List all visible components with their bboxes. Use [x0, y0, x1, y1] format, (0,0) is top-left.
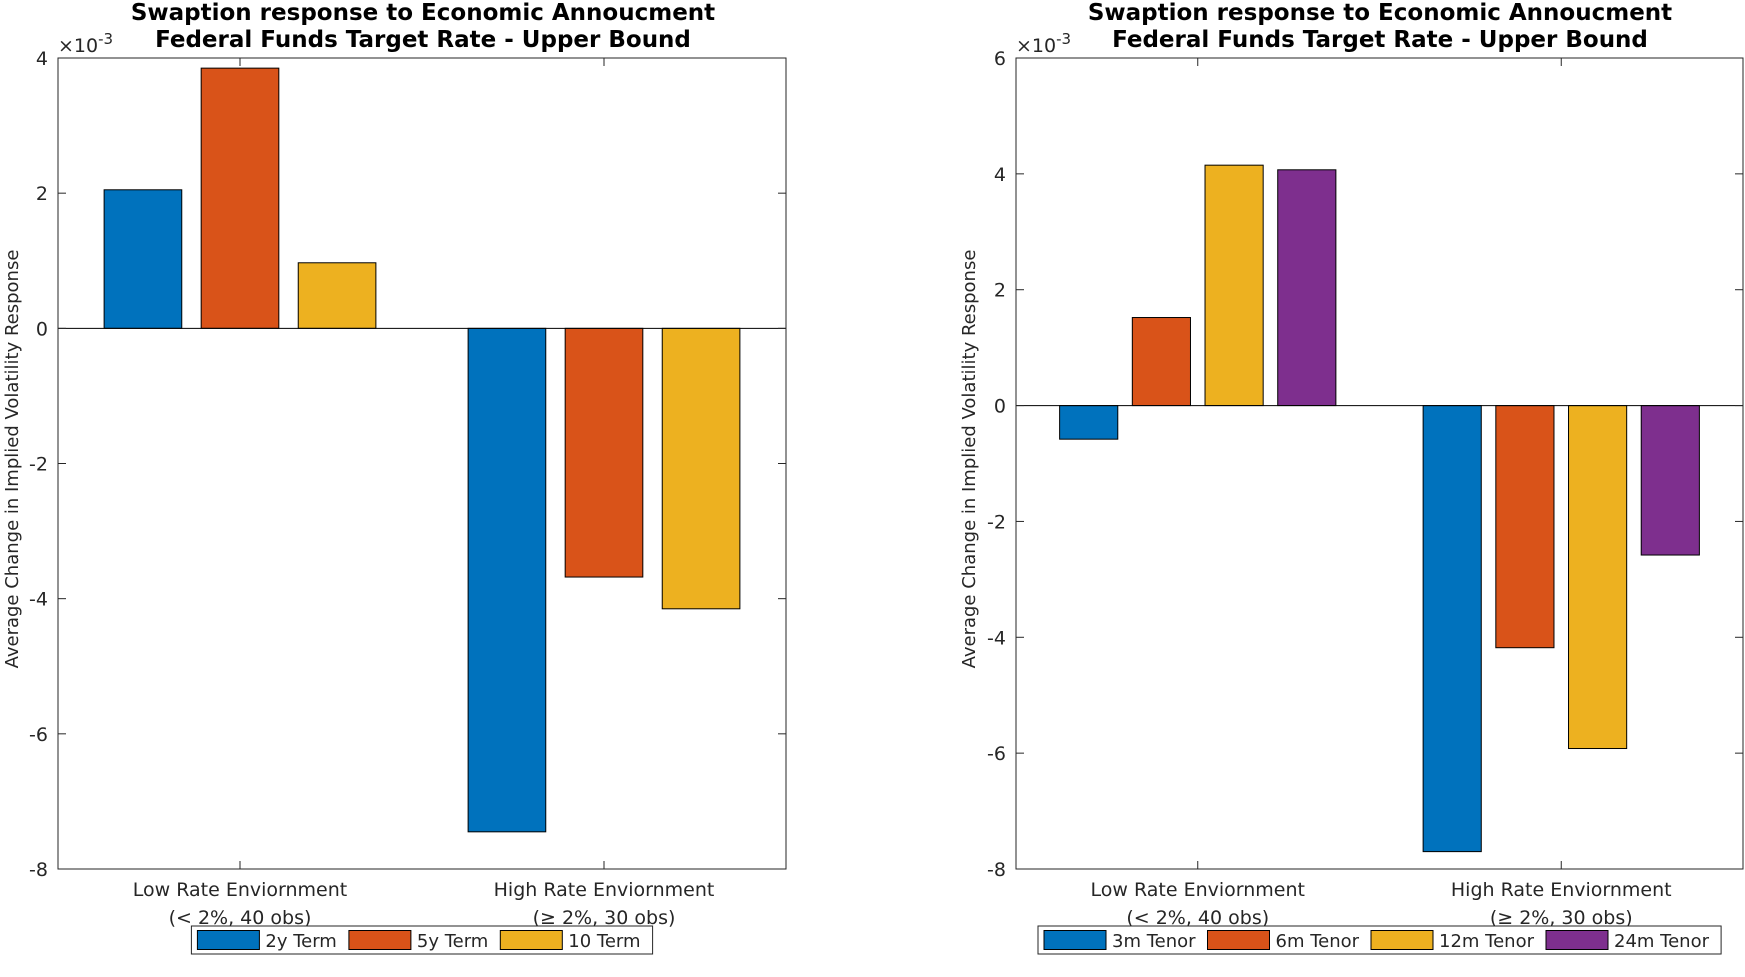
- x-tick-label: High Rate Enviornment: [494, 879, 715, 901]
- x-tick-label: (≥ 2%, 30 obs): [1490, 907, 1633, 929]
- exponent-label: ×10-3: [1016, 30, 1071, 57]
- legend-item-24m-tenor: 24m Tenor: [1545, 930, 1710, 952]
- x-tick-label: Low Rate Enviornment: [1091, 879, 1305, 901]
- y-axis-label: Average Change in Implied Volatility Res…: [959, 250, 980, 669]
- bar-3m-tenor-1: [1059, 405, 1119, 440]
- x-tick-label: (≥ 2%, 30 obs): [533, 907, 676, 929]
- y-tick-label: -2: [29, 454, 48, 476]
- y-tick-label: -6: [29, 724, 48, 746]
- y-tick-label: -8: [987, 859, 1006, 881]
- bar-24m-tenor-2: [1640, 405, 1700, 556]
- legend-label: 2y Term: [265, 931, 336, 952]
- legend-swatch: [1545, 930, 1609, 950]
- bars: [1059, 164, 1700, 853]
- bar-10-term-1: [297, 262, 377, 329]
- bar-5y-term-1: [200, 67, 280, 329]
- bar-10-term-2: [661, 327, 741, 610]
- chart-left: Swaption response to Economic Annoucment…: [2, 0, 787, 955]
- legend-item-12m-tenor: 12m Tenor: [1370, 930, 1535, 952]
- y-tick-label: -2: [987, 511, 1006, 533]
- y-tick-label: 2: [994, 280, 1006, 302]
- chart-title-line-1: Swaption response to Economic Annoucment: [1088, 0, 1672, 26]
- bar-3m-tenor-2: [1422, 405, 1482, 853]
- legend-swatch: [1207, 930, 1270, 950]
- legend-item-2y-term: 2y Term: [196, 930, 337, 952]
- legend-item-5y-term: 5y Term: [348, 930, 488, 952]
- y-tick-label: -8: [29, 859, 48, 881]
- legend: 3m Tenor 6m Tenor 12m Tenor 24m Tenor: [1037, 925, 1722, 955]
- bar-6m-tenor-1: [1131, 317, 1191, 407]
- legend-label: 5y Term: [417, 931, 488, 952]
- legend-swatch: [348, 930, 412, 950]
- legend-swatch: [499, 930, 563, 950]
- legend-label: 24m Tenor: [1614, 931, 1710, 952]
- legend-label: 3m Tenor: [1112, 931, 1196, 952]
- y-tick-label: -6: [987, 743, 1006, 765]
- legend-box: [190, 925, 654, 955]
- legend-swatch: [1043, 930, 1107, 950]
- y-tick-label: 4: [994, 164, 1006, 186]
- bar-12m-tenor-1: [1204, 164, 1264, 407]
- bar-2y-term-2: [467, 327, 547, 833]
- exponent-power: -3: [1056, 30, 1071, 48]
- legend-label: 10 Term: [568, 931, 640, 952]
- axes: -8 -6 -4 -2 0 2 4 Low Rate Enviornment (< 2%, 40…: [29, 48, 787, 929]
- legend-label: 12m Tenor: [1439, 931, 1535, 952]
- legend-item-6m-tenor: 6m Tenor: [1207, 930, 1360, 952]
- y-tick-label: 0: [36, 318, 48, 340]
- y-tick-label: 2: [36, 183, 48, 205]
- x-tick-label: (< 2%, 40 obs): [1126, 907, 1269, 929]
- legend-label: 6m Tenor: [1276, 931, 1360, 952]
- bar-12m-tenor-2: [1568, 405, 1628, 750]
- bar-5y-term-2: [564, 327, 644, 578]
- legend-item-3m-tenor: 3m Tenor: [1043, 930, 1196, 952]
- y-tick-label: 0: [994, 396, 1006, 418]
- x-tick-label: High Rate Enviornment: [1451, 879, 1672, 901]
- y-tick-label: 6: [994, 48, 1006, 70]
- chart-title-line-2: Federal Funds Target Rate - Upper Bound: [1112, 27, 1648, 53]
- chart-right: Swaption response to Economic Annoucment…: [959, 0, 1744, 955]
- bar-24m-tenor-1: [1277, 169, 1337, 407]
- axes-box: [1015, 57, 1744, 870]
- y-tick-label: 4: [36, 48, 48, 70]
- chart-title-line-1: Swaption response to Economic Annoucment: [131, 0, 715, 26]
- legend-swatch: [1370, 930, 1434, 950]
- y-tick-label: -4: [987, 627, 1006, 649]
- bar-2y-term-1: [103, 189, 183, 329]
- legend-swatch: [196, 930, 260, 950]
- x-tick-label: (< 2%, 40 obs): [169, 907, 312, 929]
- exponent-power: -3: [98, 30, 113, 48]
- legend-item-10-term: 10 Term: [499, 930, 641, 952]
- axes: -8 -6 -4 -2 0 2 4 6 Low Rate Enviornment (< 2%, 4…: [987, 48, 1744, 929]
- bar-6m-tenor-2: [1495, 405, 1555, 649]
- y-tick-label: -4: [29, 589, 48, 611]
- y-axis-label: Average Change in Implied Volatility Res…: [2, 250, 23, 669]
- exponent-label: ×10-3: [58, 30, 113, 57]
- chart-title-line-2: Federal Funds Target Rate - Upper Bound: [155, 27, 691, 53]
- legend: 2y Term 5y Term 10 Term: [190, 925, 654, 955]
- bars: [103, 67, 741, 833]
- x-tick-label: Low Rate Enviornment: [133, 879, 347, 901]
